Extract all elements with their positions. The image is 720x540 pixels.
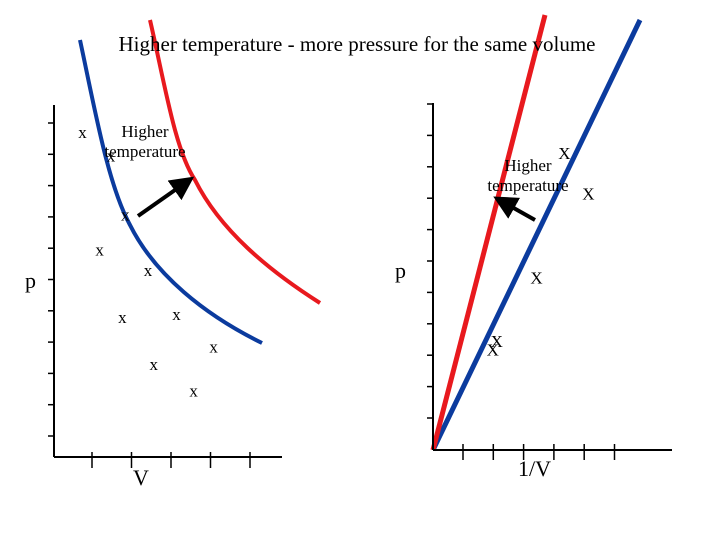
pv-series-1-point: x [144, 261, 153, 280]
pv-series-0-point: x [118, 308, 127, 327]
chart-title: Higher temperature - more pressure for t… [119, 32, 596, 56]
pv-arrow [136, 176, 195, 218]
annotation-line: Higher [504, 156, 552, 175]
piv-annotation: Higher temperature [487, 156, 568, 195]
piv-series-1-point: X [558, 144, 570, 163]
annotation-line: temperature [487, 176, 568, 195]
pv-series-1-point: x [107, 147, 116, 166]
pv-series-1-line [148, 19, 322, 305]
pv-series-1-point: x [209, 337, 218, 356]
pv-series-1-point: x [121, 205, 130, 224]
pv-y-axis [48, 105, 55, 457]
pv-series-0-point: x [95, 241, 104, 260]
piv-y-axis-label: p [395, 258, 406, 283]
pv-series-0-point: x [78, 123, 87, 142]
pv-series-0-line [78, 39, 263, 345]
pv-annotation: Higher temperature [104, 122, 185, 161]
piv-x-axis-label: 1/V [518, 456, 551, 481]
annotation-line: temperature [104, 142, 185, 161]
pv-series-0-point: x [150, 355, 159, 374]
pv-series-1-point: x [172, 305, 181, 324]
piv-series-0-point: X [582, 184, 594, 203]
piv-series-0-line [430, 18, 643, 452]
pv-y-axis-label: p [25, 268, 36, 293]
annotation-line: Higher [121, 122, 169, 141]
piv-series-0-point: X [491, 332, 503, 351]
piv-series-1-point: X [487, 341, 499, 360]
piv-arrow [493, 196, 536, 222]
piv-series-1-line [430, 14, 548, 451]
piv-x-axis [433, 444, 672, 460]
pv-series-0-point: x [189, 381, 198, 400]
piv-y-axis [427, 103, 434, 450]
piv-series-0-point: X [530, 268, 542, 287]
pv-x-axis-label: V [133, 465, 149, 490]
pv-x-axis [54, 452, 282, 468]
